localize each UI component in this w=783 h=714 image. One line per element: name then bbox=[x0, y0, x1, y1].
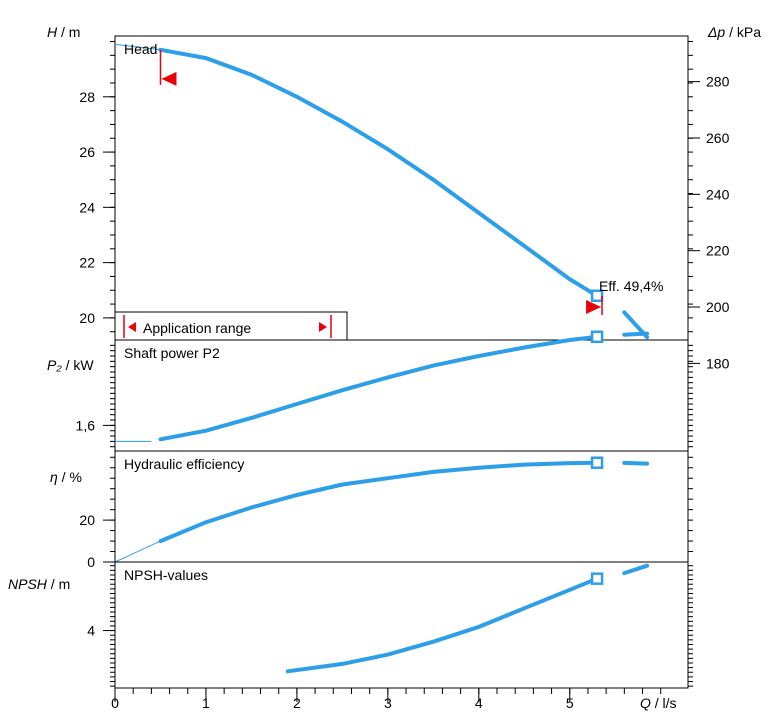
y-axis-label: H / m bbox=[47, 24, 80, 40]
curve-npsh bbox=[285, 576, 599, 674]
curve-head bbox=[158, 47, 599, 298]
panel-npsh: NPSH / m bbox=[8, 561, 693, 689]
right-tick-label: 260 bbox=[706, 130, 730, 146]
y-axis-unit: / m bbox=[57, 24, 80, 40]
y-tick-label: 26 bbox=[79, 144, 95, 160]
y-tick-label: 24 bbox=[79, 199, 95, 215]
y-axis-variable: P₂ bbox=[47, 357, 62, 373]
curve-lead-line bbox=[114, 540, 161, 563]
x-tick-label: 0 bbox=[111, 695, 119, 711]
range-marker-right-arrow bbox=[586, 300, 602, 314]
range-marker-left-arrow bbox=[161, 71, 177, 86]
y-axis-unit: / % bbox=[58, 469, 82, 485]
right-tick-label: 280 bbox=[706, 74, 730, 90]
curve-power bbox=[158, 334, 599, 442]
y-axis-variable: NPSH bbox=[8, 576, 48, 592]
operating-point-marker bbox=[590, 572, 604, 585]
efficiency-label: Eff. 49,4% bbox=[599, 278, 663, 294]
panel-title: NPSH-values bbox=[124, 567, 208, 583]
y-axis-label: NPSH / m bbox=[8, 576, 70, 592]
y-tick-label: 28 bbox=[79, 89, 95, 105]
x-axis-unit: / l/s bbox=[651, 695, 677, 711]
curve-lead-line bbox=[114, 43, 161, 51]
x-tick-label: 2 bbox=[293, 695, 301, 711]
curve-tail bbox=[622, 460, 650, 466]
y-tick-label: 20 bbox=[79, 310, 95, 326]
right-axis-unit: / kPa bbox=[725, 24, 761, 40]
x-axis-variable: Q bbox=[640, 695, 651, 711]
x-tick-label: 5 bbox=[566, 695, 574, 711]
application-range-label: Application range bbox=[143, 320, 251, 336]
right-axis-variable: Δp bbox=[707, 24, 725, 40]
panel-eff: η / % bbox=[50, 450, 693, 563]
panel-title: Head bbox=[124, 41, 157, 57]
x-tick-label: 4 bbox=[475, 695, 483, 711]
operating-point-marker bbox=[590, 330, 604, 344]
application-range-box bbox=[114, 311, 348, 341]
y-tick-label: 0 bbox=[87, 554, 95, 570]
x-axis-label: Q / l/s bbox=[640, 695, 677, 711]
application-range-right-arrow bbox=[319, 322, 327, 332]
y-axis-variable: H bbox=[47, 24, 58, 40]
right-axis-label: Δp / kPa bbox=[707, 24, 761, 40]
x-tick-label: 1 bbox=[202, 695, 210, 711]
panel-power: P₂ / kW bbox=[47, 330, 693, 452]
curve-tail bbox=[622, 331, 650, 337]
panel-title: Shaft power P2 bbox=[124, 345, 220, 361]
y-axis-unit: / m bbox=[47, 576, 70, 592]
panel-title: Hydraulic efficiency bbox=[124, 456, 244, 472]
panel-frame bbox=[114, 561, 689, 689]
y-axis-label: P₂ / kW bbox=[47, 357, 94, 373]
y-tick-label: 20 bbox=[79, 512, 95, 528]
operating-point-marker bbox=[590, 456, 604, 469]
y-tick-label: 4 bbox=[87, 623, 95, 639]
right-tick-label: 220 bbox=[706, 243, 730, 259]
curve-eff bbox=[158, 460, 599, 544]
right-tick-label: 200 bbox=[706, 299, 730, 315]
right-tick-label: 240 bbox=[706, 186, 730, 202]
application-range-left-arrow bbox=[128, 322, 136, 332]
right-tick-label: 180 bbox=[706, 355, 730, 371]
panel-head: H / m Δp / kPa bbox=[47, 24, 761, 364]
y-axis-variable: η bbox=[50, 469, 58, 485]
y-tick-label: 1,6 bbox=[76, 417, 96, 433]
x-tick-label: 3 bbox=[384, 695, 392, 711]
curve-tail bbox=[622, 563, 650, 576]
y-axis-unit: / kW bbox=[62, 357, 95, 373]
y-axis-label: η / % bbox=[50, 469, 82, 485]
y-tick-label: 22 bbox=[79, 255, 95, 271]
